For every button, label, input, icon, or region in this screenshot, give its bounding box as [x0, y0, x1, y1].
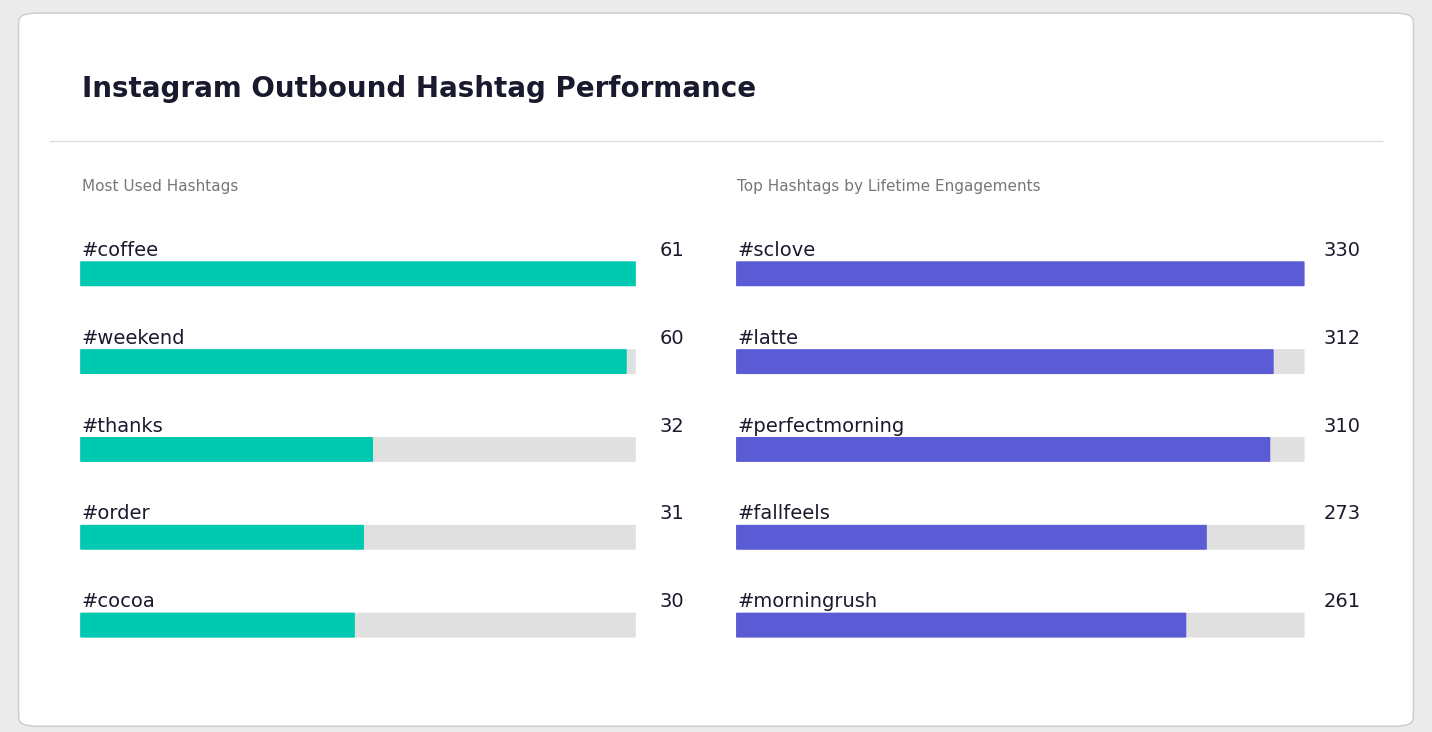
FancyBboxPatch shape [736, 437, 1270, 462]
FancyBboxPatch shape [80, 261, 636, 286]
Text: #latte: #latte [737, 329, 799, 348]
Text: 32: 32 [660, 417, 684, 436]
Text: 330: 330 [1323, 241, 1360, 260]
FancyBboxPatch shape [736, 613, 1186, 638]
Text: 61: 61 [660, 241, 684, 260]
Text: 60: 60 [660, 329, 684, 348]
Text: Most Used Hashtags: Most Used Hashtags [82, 179, 238, 194]
FancyBboxPatch shape [19, 13, 1413, 726]
FancyBboxPatch shape [736, 261, 1305, 286]
Text: 30: 30 [660, 592, 684, 611]
FancyBboxPatch shape [80, 437, 636, 462]
FancyBboxPatch shape [736, 613, 1305, 638]
Text: 273: 273 [1323, 504, 1360, 523]
FancyBboxPatch shape [736, 261, 1305, 286]
FancyBboxPatch shape [80, 613, 355, 638]
FancyBboxPatch shape [80, 349, 627, 374]
FancyBboxPatch shape [736, 349, 1305, 374]
Text: 261: 261 [1323, 592, 1360, 611]
Text: #weekend: #weekend [82, 329, 185, 348]
FancyBboxPatch shape [736, 349, 1273, 374]
FancyBboxPatch shape [80, 349, 636, 374]
FancyBboxPatch shape [736, 437, 1305, 462]
FancyBboxPatch shape [80, 525, 364, 550]
Text: #cocoa: #cocoa [82, 592, 156, 611]
Text: #morningrush: #morningrush [737, 592, 878, 611]
Text: 31: 31 [660, 504, 684, 523]
Text: #perfectmorning: #perfectmorning [737, 417, 905, 436]
Text: #order: #order [82, 504, 150, 523]
Text: Top Hashtags by Lifetime Engagements: Top Hashtags by Lifetime Engagements [737, 179, 1041, 194]
Text: Instagram Outbound Hashtag Performance: Instagram Outbound Hashtag Performance [82, 75, 756, 103]
Text: #thanks: #thanks [82, 417, 163, 436]
FancyBboxPatch shape [80, 613, 636, 638]
FancyBboxPatch shape [736, 525, 1305, 550]
Text: #coffee: #coffee [82, 241, 159, 260]
FancyBboxPatch shape [80, 525, 636, 550]
FancyBboxPatch shape [736, 525, 1207, 550]
Text: #fallfeels: #fallfeels [737, 504, 831, 523]
Text: 312: 312 [1323, 329, 1360, 348]
FancyBboxPatch shape [80, 261, 636, 286]
FancyBboxPatch shape [80, 437, 372, 462]
Text: #sclove: #sclove [737, 241, 816, 260]
Text: 310: 310 [1323, 417, 1360, 436]
